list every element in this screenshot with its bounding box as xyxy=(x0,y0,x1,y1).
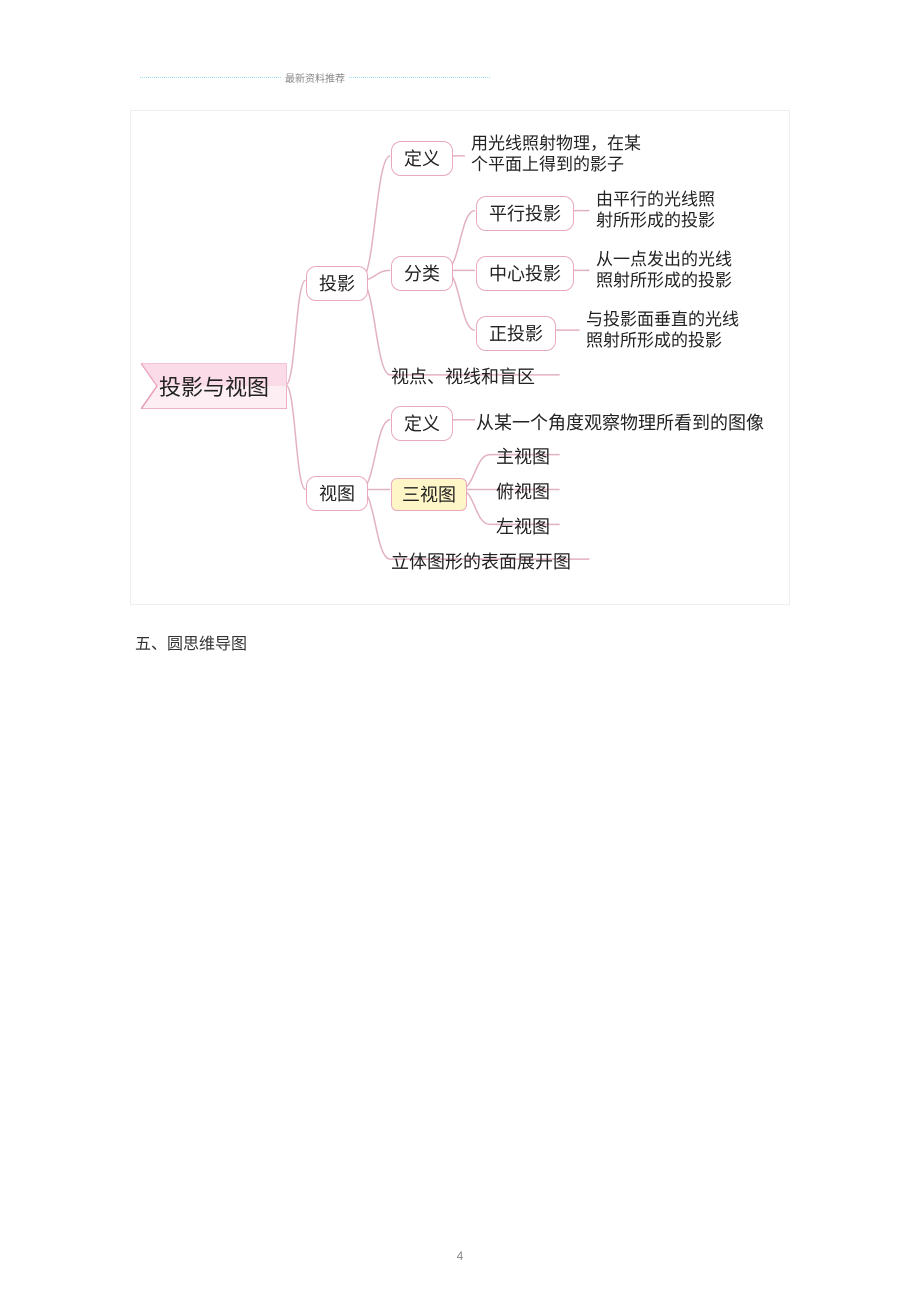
connector-layer xyxy=(131,111,789,604)
node-label: 平行投影 xyxy=(489,204,561,224)
node-pingxing: 平行投影 xyxy=(476,196,574,231)
mindmap-root: 投影与视图 xyxy=(141,363,287,409)
desc-dingyi-2: 从某一个角度观察物理所看到的图像 xyxy=(476,409,764,435)
node-sanshitu: 三视图 xyxy=(391,478,467,511)
node-label: 定义 xyxy=(404,414,440,434)
node-fenlei: 分类 xyxy=(391,256,453,291)
node-liti: 立体图形的表面展开图 xyxy=(391,548,571,574)
node-touying: 投影 xyxy=(306,266,368,301)
node-dingyi-1: 定义 xyxy=(391,141,453,176)
desc-pingxing: 由平行的光线照射所形成的投影 xyxy=(596,189,715,232)
node-label: 中心投影 xyxy=(489,264,561,284)
section-caption: 五、圆思维导图 xyxy=(135,630,247,654)
node-zhongxin: 中心投影 xyxy=(476,256,574,291)
node-zuoshitu: 左视图 xyxy=(496,513,550,539)
desc-dingyi-1: 用光线照射物理，在某个平面上得到的影子 xyxy=(471,133,641,176)
node-label: 视图 xyxy=(319,484,355,504)
node-shidian: 视点、视线和盲区 xyxy=(391,363,535,389)
node-label: 分类 xyxy=(404,264,440,284)
node-label: 定义 xyxy=(404,149,440,169)
node-zhengtou: 正投影 xyxy=(476,316,556,351)
node-label: 三视图 xyxy=(402,485,456,505)
node-dingyi-2: 定义 xyxy=(391,406,453,441)
desc-zhengtou: 与投影面垂直的光线照射所形成的投影 xyxy=(586,309,739,352)
node-label: 正投影 xyxy=(489,324,543,344)
header-text: 最新资料推荐 xyxy=(281,70,349,85)
header-dash-right xyxy=(349,77,490,78)
node-label: 投影 xyxy=(319,274,355,294)
node-zhushitu: 主视图 xyxy=(496,443,550,469)
page-number: 4 xyxy=(0,1249,920,1263)
page-header: 最新资料推荐 xyxy=(140,70,490,84)
node-shitu: 视图 xyxy=(306,476,368,511)
document-page: 最新资料推荐 xyxy=(0,0,920,1303)
header-dash-left xyxy=(140,77,281,78)
desc-zhongxin: 从一点发出的光线照射所形成的投影 xyxy=(596,249,732,292)
node-fushitu: 俯视图 xyxy=(496,478,550,504)
root-label: 投影与视图 xyxy=(159,370,269,402)
mindmap-diagram: 投影与视图 投影 定义 用光线照射物理，在某个平面上得到的影子 分类 平行投影 … xyxy=(130,110,790,605)
